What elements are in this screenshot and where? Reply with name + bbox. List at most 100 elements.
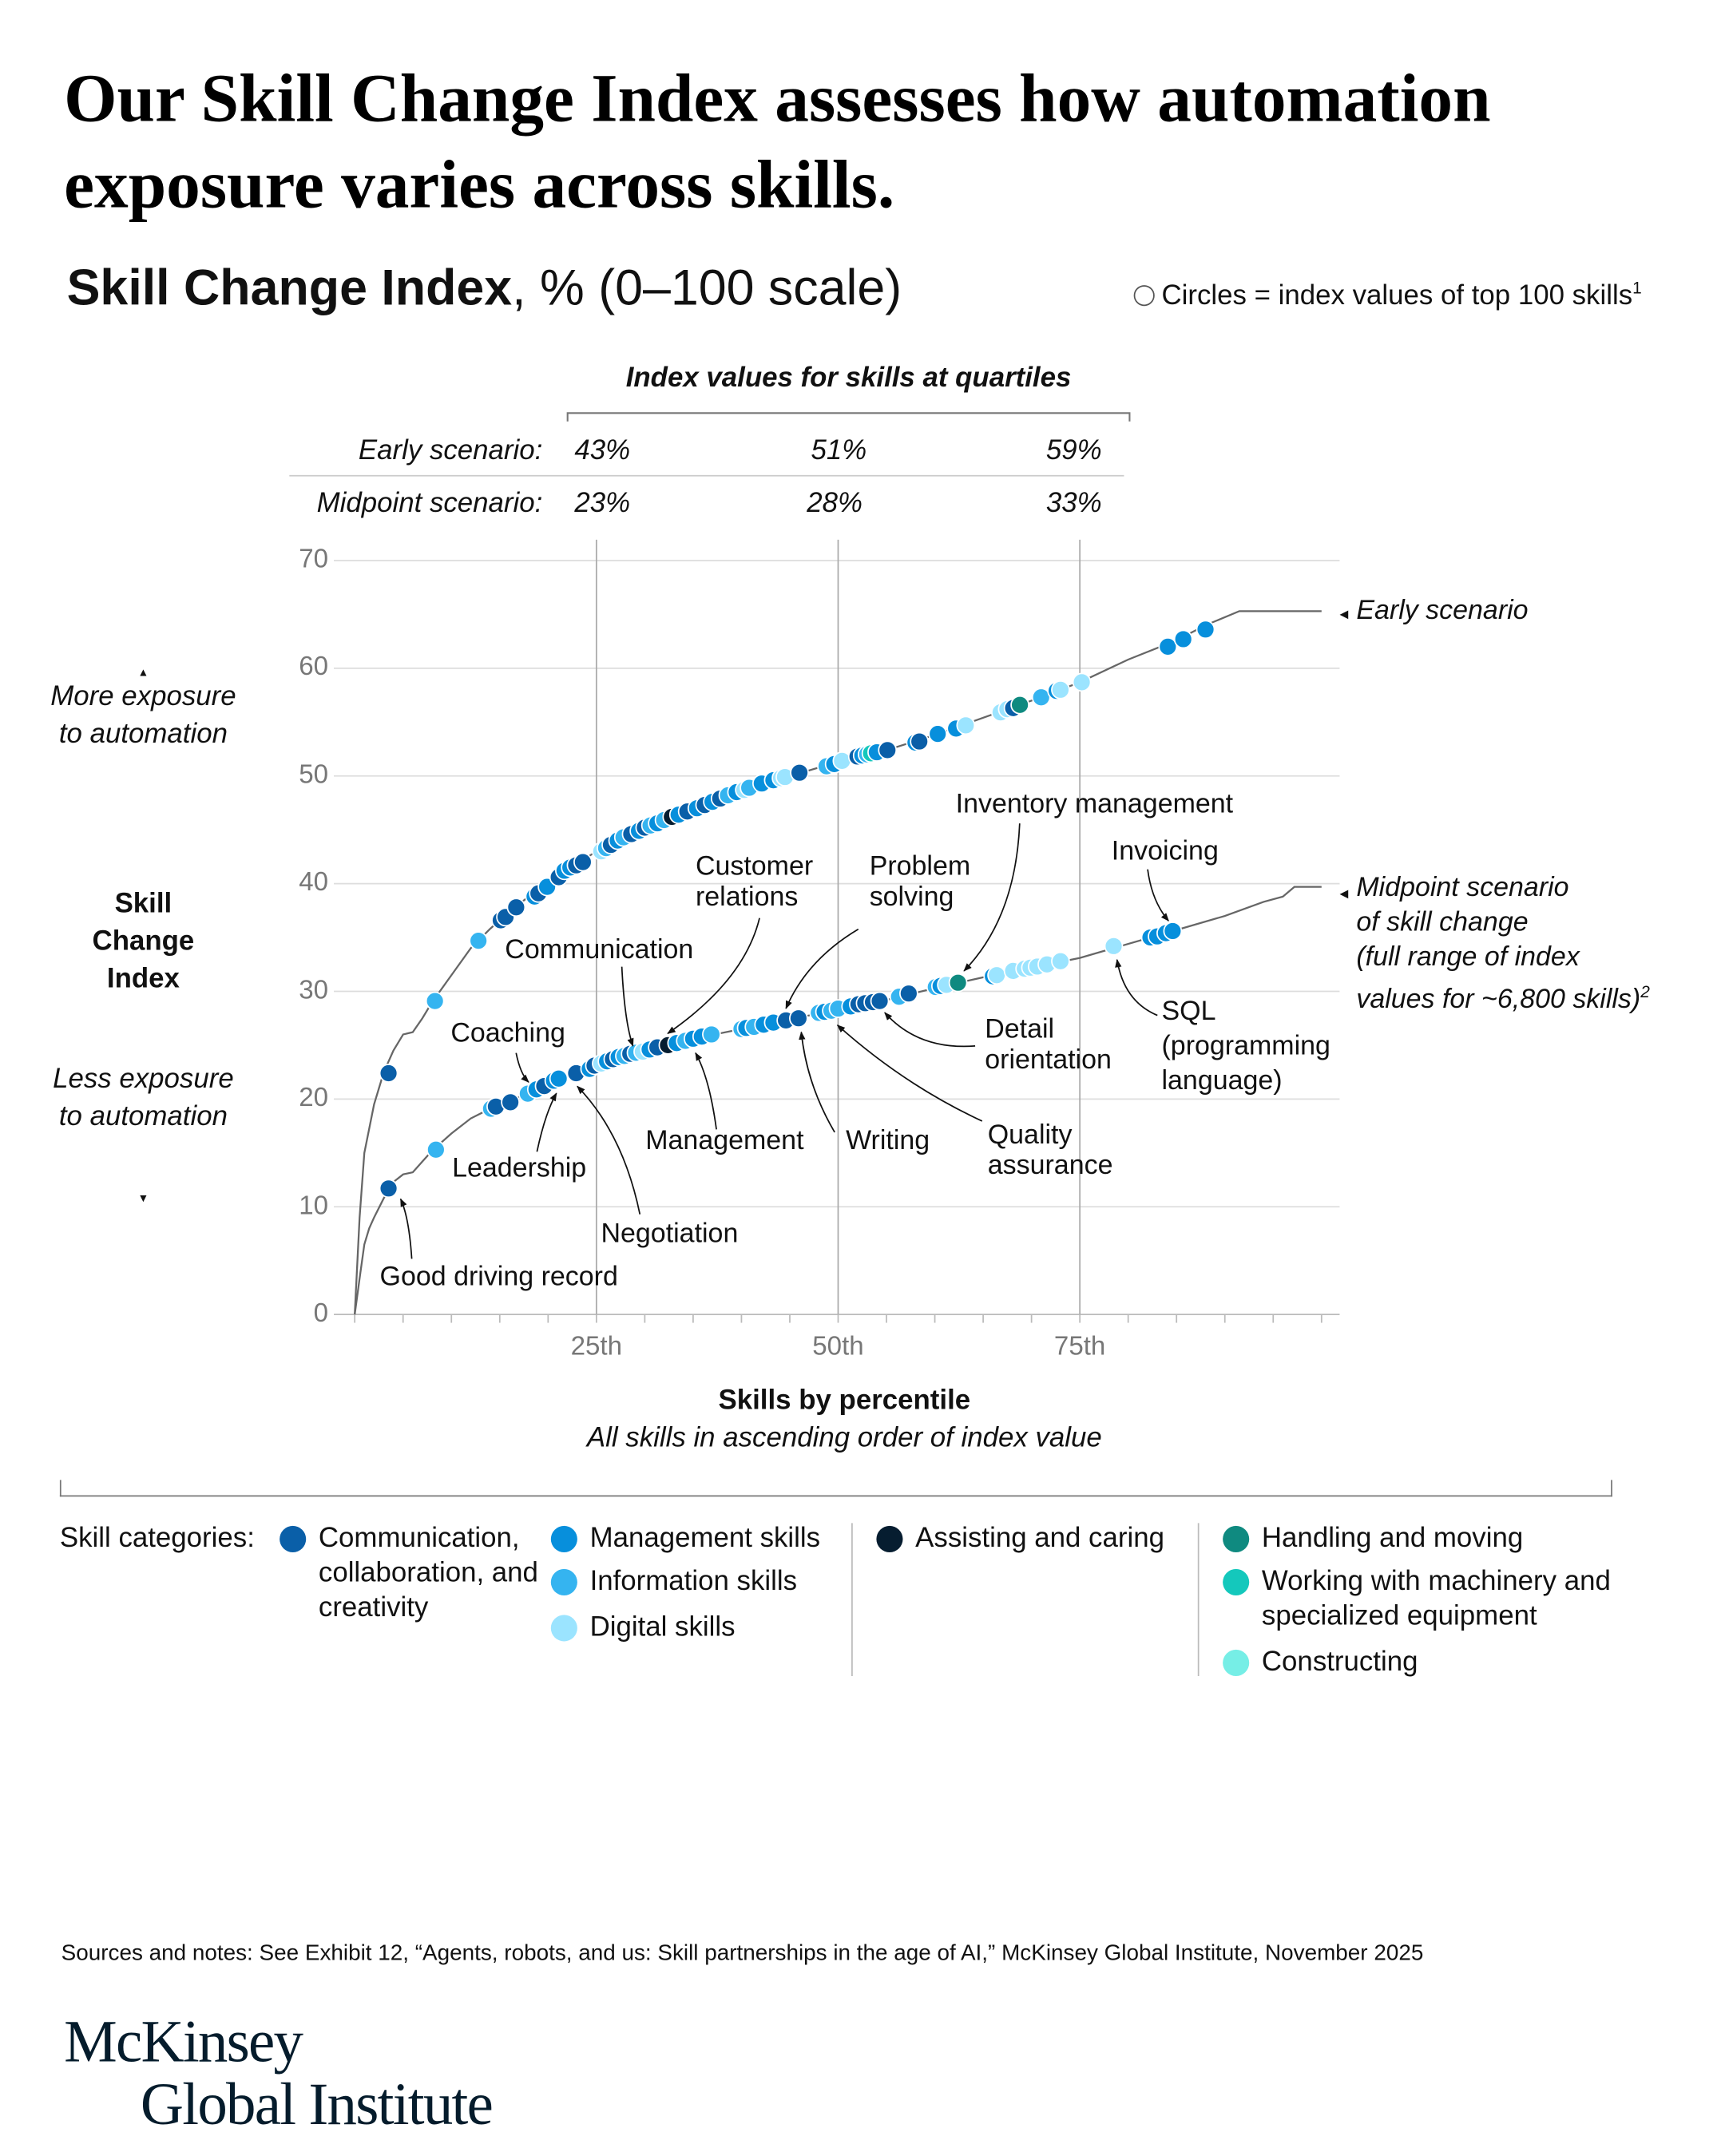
legend-label-constructing: Constructing: [1261, 1647, 1418, 1678]
early-skill-dot: [928, 724, 948, 743]
callout-arrow-communication: [621, 966, 634, 1047]
callout-detail-orientation: Detail orientation: [985, 1013, 1112, 1076]
early-q2: 51%: [811, 435, 867, 466]
legend-divider: [1197, 1523, 1200, 1676]
y-tick-label: 70: [299, 545, 329, 575]
x-tick-label: 75th: [1053, 1332, 1106, 1362]
early-skill-dot: [469, 931, 488, 950]
less-exposure-label: Less exposure to automation: [53, 1064, 234, 1132]
early-skill-dot: [379, 1064, 399, 1083]
midpoint-label-line: (full range of index: [1356, 941, 1580, 973]
callout-quality-assurance: Quality assurance: [987, 1120, 1113, 1181]
midpoint-skill-dot: [702, 1024, 721, 1044]
legend-label-machinery: Working with machinery and specialized e…: [1261, 1566, 1611, 1632]
early-q3: 59%: [1045, 435, 1102, 466]
midpoint-skill-dot: [1104, 936, 1124, 956]
callout-leadership: Leadership: [452, 1153, 587, 1184]
midpoint-series-label: Midpoint scenario of skill change (full …: [1356, 870, 1650, 1017]
legend-swatch-machinery: [1223, 1568, 1250, 1595]
legend-label-information: Information skills: [589, 1566, 797, 1597]
midpoint-row-label: Midpoint scenario:: [316, 488, 543, 519]
callout-sql: SQL (programming language): [1161, 996, 1330, 1096]
legend-swatch-communication: [280, 1525, 307, 1552]
callout-invoicing: Invoicing: [1111, 835, 1219, 867]
legend-label-assisting: Assisting and caring: [915, 1523, 1164, 1554]
callout-coaching: Coaching: [450, 1018, 565, 1049]
exhibit-title: Our Skill Change Index assesses how auto…: [64, 59, 1491, 223]
callout-arrow-problem-solving: [785, 928, 859, 1009]
early-skill-dot: [832, 751, 852, 771]
callout-writing: Writing: [846, 1125, 930, 1156]
callout-arrow-management: [695, 1052, 717, 1130]
early-skill-dot: [1051, 680, 1070, 700]
early-skill-dot: [956, 715, 976, 735]
callout-arrow-detail-orientation: [884, 1012, 976, 1048]
logo-line-2: Global Institute: [140, 2072, 494, 2138]
early-pointer-icon: ◀: [1339, 608, 1349, 620]
early-skill-dot: [878, 740, 898, 760]
legend-label-handling: Handling and moving: [1261, 1523, 1524, 1554]
y-axis-title: Skill Change Index: [92, 889, 195, 995]
midpoint-skill-dot: [549, 1068, 569, 1088]
midpoint-label-line: of skill change: [1356, 906, 1529, 938]
legend-swatch-information: [550, 1568, 577, 1595]
midpoint-label-line: Midpoint scenario: [1356, 872, 1569, 903]
callout-management: Management: [645, 1125, 804, 1156]
legend-label-communication: Communication, collaboration, and creati…: [318, 1523, 538, 1623]
y-tick-label: 30: [299, 976, 329, 1005]
circle-note: Circles = index values of top 100 skills…: [1133, 278, 1642, 312]
x-axis-title: Skills by percentile: [718, 1385, 971, 1417]
more-exposure-label: More exposure to automation: [50, 681, 236, 750]
subtitle-rest: , % (0–100 scale): [512, 258, 902, 316]
y-tick-label: 10: [299, 1191, 329, 1221]
early-skill-dot: [506, 898, 526, 917]
x-axis-subtitle: All skills in ascending order of index v…: [586, 1422, 1102, 1454]
midpoint-skill-dot: [789, 1009, 808, 1028]
x-tick-label: 25th: [570, 1332, 623, 1362]
legend-swatch-digital: [550, 1615, 577, 1642]
callout-arrow-invoicing: [1147, 869, 1169, 921]
legend-bracket: [59, 1480, 1612, 1497]
circle-icon: [1133, 284, 1155, 306]
footnote-1: 1: [1632, 278, 1642, 298]
callout-inventory-management: Inventory management: [955, 788, 1234, 819]
callout-arrow-writing: [799, 1031, 835, 1133]
midpoint-label-line: values for ~6,800 skills): [1356, 984, 1641, 1015]
callout-arrow-negotiation: [577, 1085, 641, 1215]
midpoint-skill-dot: [426, 1139, 446, 1159]
midpoint-q2: 28%: [807, 488, 863, 519]
legend-swatch-management: [550, 1525, 577, 1552]
callout-arrow-coaching: [515, 1052, 529, 1083]
early-skill-dot: [790, 763, 809, 783]
callout-arrow-good-driving-record: [399, 1198, 413, 1259]
midpoint-skill-dot: [899, 984, 918, 1004]
up-triangle-icon: ▲: [137, 666, 149, 680]
legend-swatch-handling: [1223, 1525, 1250, 1552]
midpoint-pointer-icon: ◀: [1339, 887, 1349, 901]
midpoint-skill-dot: [1163, 921, 1183, 941]
early-skill-dot: [1072, 672, 1092, 692]
midpoint-skill-dot: [987, 965, 1006, 985]
callout-arrow-sql: [1115, 958, 1158, 1017]
midpoint-skill-dot: [1051, 951, 1070, 971]
midpoint-skill-dot: [948, 973, 968, 993]
sources-note: Sources and notes: See Exhibit 12, “Agen…: [61, 1941, 1424, 1966]
down-triangle-icon: ▼: [137, 1191, 149, 1205]
circle-note-text: Circles = index values of top 100 skills: [1161, 280, 1633, 311]
legend-label-digital: Digital skills: [589, 1611, 736, 1643]
footnote-2: 2: [1640, 981, 1650, 1002]
subtitle-bold: Skill Change Index: [66, 258, 513, 316]
quartile-bracket: [566, 412, 1131, 422]
midpoint-skill-dot: [379, 1179, 399, 1199]
y-tick-label: 0: [313, 1298, 329, 1329]
midpoint-skill-dot: [870, 991, 890, 1011]
legend-title: Skill categories:: [59, 1523, 255, 1554]
callout-good-driving-record: Good driving record: [379, 1261, 618, 1293]
y-tick-label: 40: [299, 868, 329, 898]
early-skill-dot: [1173, 629, 1193, 649]
callout-arrow-customer-relations: [667, 917, 760, 1034]
early-q1: 43%: [574, 435, 631, 466]
callout-communication: Communication: [505, 934, 694, 965]
legend-label-management: Management skills: [589, 1523, 821, 1554]
